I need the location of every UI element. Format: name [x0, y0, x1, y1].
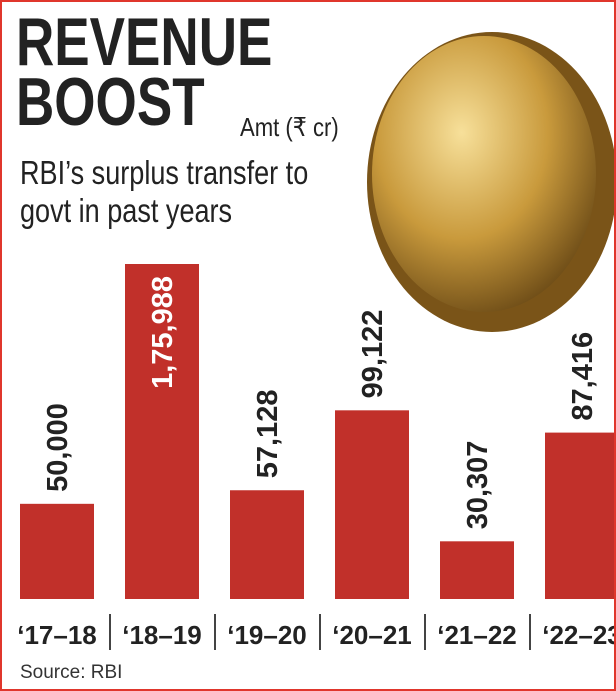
- value-label: 30,307: [462, 441, 494, 530]
- value-label: 50,000: [42, 403, 74, 492]
- value-label: 1,75,988: [147, 276, 179, 389]
- bar: [545, 432, 614, 599]
- bar: [20, 503, 94, 599]
- x-tick-label: ‘20–21: [332, 620, 412, 650]
- value-label: 99,122: [357, 310, 389, 399]
- x-tick-label: ‘22–23: [542, 620, 614, 650]
- coin-face: [372, 36, 596, 312]
- bar: [440, 541, 514, 599]
- bar: [335, 410, 409, 599]
- x-tick-label: ‘17–18: [17, 620, 97, 650]
- x-tick-label: ‘21–22: [437, 620, 517, 650]
- unit-label: Amt (₹ cr): [240, 112, 339, 142]
- chart-subtitle: RBI’s surplus transfer to govt in past y…: [20, 154, 309, 229]
- source: Source: RBI: [20, 662, 123, 683]
- value-label: 57,128: [252, 390, 284, 479]
- bar: [125, 264, 199, 599]
- x-tick-label: ‘18–19: [122, 620, 202, 650]
- x-tick-label: ‘19–20: [227, 620, 307, 650]
- bar: [230, 490, 304, 599]
- chart-title: REVENUE BOOST: [16, 4, 273, 140]
- value-label: 87,416: [567, 332, 599, 421]
